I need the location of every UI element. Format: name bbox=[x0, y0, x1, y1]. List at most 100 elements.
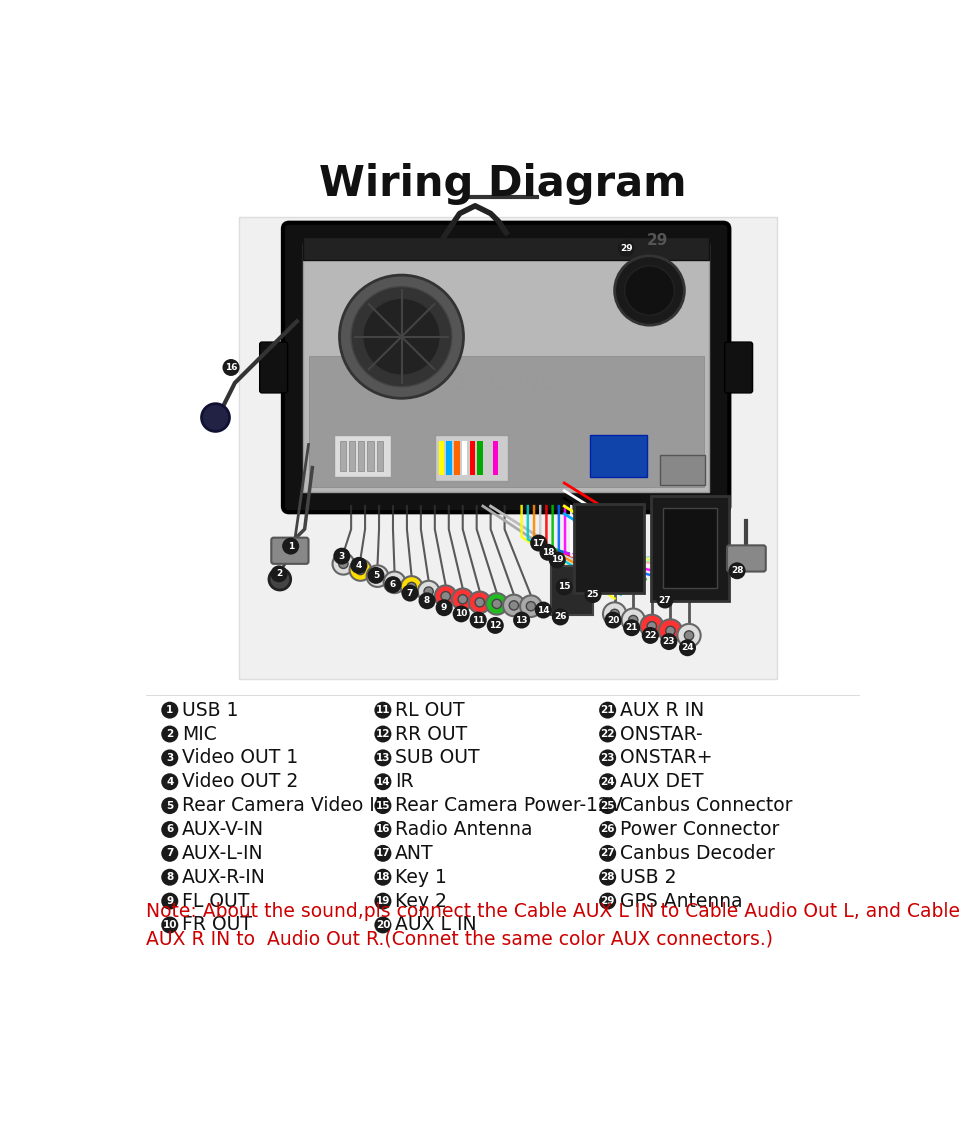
Text: 7: 7 bbox=[166, 848, 173, 858]
Circle shape bbox=[599, 726, 616, 742]
Circle shape bbox=[162, 916, 178, 933]
Circle shape bbox=[351, 286, 452, 387]
Circle shape bbox=[374, 821, 391, 838]
Text: 5: 5 bbox=[372, 571, 379, 580]
Text: 23: 23 bbox=[662, 637, 675, 646]
Text: 4: 4 bbox=[356, 561, 362, 570]
Circle shape bbox=[350, 559, 371, 581]
Text: 2: 2 bbox=[276, 569, 282, 578]
Circle shape bbox=[684, 631, 694, 640]
Circle shape bbox=[162, 845, 178, 862]
Circle shape bbox=[202, 404, 229, 431]
Circle shape bbox=[417, 581, 439, 603]
Circle shape bbox=[374, 845, 391, 862]
Text: Seicane: Seicane bbox=[457, 371, 556, 395]
Circle shape bbox=[469, 612, 487, 629]
Circle shape bbox=[599, 821, 616, 838]
FancyBboxPatch shape bbox=[260, 342, 287, 392]
Circle shape bbox=[333, 547, 351, 564]
Circle shape bbox=[492, 599, 502, 608]
Circle shape bbox=[486, 593, 508, 614]
Circle shape bbox=[487, 618, 504, 633]
Text: 12: 12 bbox=[489, 621, 502, 630]
Text: FR OUT: FR OUT bbox=[182, 915, 252, 934]
Circle shape bbox=[390, 578, 399, 587]
Text: 28: 28 bbox=[731, 567, 743, 576]
Circle shape bbox=[402, 585, 418, 602]
Circle shape bbox=[659, 620, 682, 642]
Text: 14: 14 bbox=[375, 777, 390, 787]
FancyBboxPatch shape bbox=[239, 217, 777, 680]
Circle shape bbox=[384, 576, 402, 593]
Circle shape bbox=[374, 726, 391, 742]
Text: 12: 12 bbox=[375, 729, 390, 739]
Text: AUX R IN: AUX R IN bbox=[620, 700, 705, 719]
Circle shape bbox=[374, 774, 391, 791]
Text: ANT: ANT bbox=[395, 844, 434, 863]
Text: SUB OUT: SUB OUT bbox=[395, 749, 480, 767]
Text: 27: 27 bbox=[659, 596, 671, 605]
Text: 7: 7 bbox=[407, 588, 414, 597]
Circle shape bbox=[374, 892, 391, 909]
Circle shape bbox=[530, 535, 547, 552]
Circle shape bbox=[475, 597, 484, 607]
Text: 24: 24 bbox=[601, 777, 615, 787]
Text: 15: 15 bbox=[558, 582, 570, 592]
Circle shape bbox=[510, 601, 518, 610]
Text: Video OUT 1: Video OUT 1 bbox=[182, 749, 299, 767]
Circle shape bbox=[367, 566, 388, 587]
Text: 29: 29 bbox=[647, 233, 668, 248]
Text: 19: 19 bbox=[375, 896, 390, 906]
Circle shape bbox=[503, 595, 524, 616]
FancyBboxPatch shape bbox=[339, 441, 346, 472]
Text: 10: 10 bbox=[455, 610, 467, 619]
Circle shape bbox=[657, 592, 673, 608]
Circle shape bbox=[374, 701, 391, 718]
Text: AUX-R-IN: AUX-R-IN bbox=[182, 867, 266, 887]
Circle shape bbox=[647, 622, 657, 631]
Circle shape bbox=[452, 588, 473, 610]
Text: ONSTAR-: ONSTAR- bbox=[620, 725, 703, 743]
Circle shape bbox=[617, 240, 635, 257]
Text: 3: 3 bbox=[339, 552, 345, 561]
Text: USB 2: USB 2 bbox=[620, 867, 676, 887]
Circle shape bbox=[162, 701, 178, 718]
FancyBboxPatch shape bbox=[283, 223, 729, 512]
FancyBboxPatch shape bbox=[551, 567, 593, 615]
Circle shape bbox=[468, 592, 491, 613]
Circle shape bbox=[368, 567, 384, 584]
Text: IR: IR bbox=[395, 772, 414, 792]
Text: 24: 24 bbox=[681, 644, 694, 653]
Circle shape bbox=[599, 869, 616, 886]
Text: AUX-L-IN: AUX-L-IN bbox=[182, 844, 264, 863]
FancyBboxPatch shape bbox=[660, 455, 706, 484]
Circle shape bbox=[728, 562, 746, 579]
Text: 29: 29 bbox=[620, 243, 632, 252]
Circle shape bbox=[599, 774, 616, 791]
Circle shape bbox=[162, 726, 178, 742]
FancyBboxPatch shape bbox=[727, 545, 765, 571]
Text: 2: 2 bbox=[167, 729, 173, 739]
Text: 11: 11 bbox=[375, 705, 390, 715]
Text: 1: 1 bbox=[287, 542, 294, 551]
FancyBboxPatch shape bbox=[651, 497, 729, 601]
FancyBboxPatch shape bbox=[590, 435, 647, 477]
FancyBboxPatch shape bbox=[271, 537, 309, 564]
FancyBboxPatch shape bbox=[493, 441, 499, 475]
Circle shape bbox=[339, 275, 464, 398]
Text: Rear Camera Power-12V: Rear Camera Power-12V bbox=[395, 796, 623, 815]
Text: 6: 6 bbox=[390, 580, 396, 589]
Text: 15: 15 bbox=[375, 801, 390, 811]
Circle shape bbox=[621, 608, 645, 631]
Circle shape bbox=[435, 586, 457, 607]
Text: AUX-V-IN: AUX-V-IN bbox=[182, 820, 265, 839]
Text: 8: 8 bbox=[424, 596, 430, 605]
Text: Power Connector: Power Connector bbox=[620, 820, 779, 839]
Circle shape bbox=[435, 599, 453, 616]
Text: 25: 25 bbox=[587, 590, 599, 599]
Text: 22: 22 bbox=[644, 631, 657, 640]
Circle shape bbox=[374, 797, 391, 814]
Circle shape bbox=[605, 612, 621, 629]
Circle shape bbox=[520, 595, 542, 618]
Text: GPS Antenna: GPS Antenna bbox=[620, 891, 743, 910]
